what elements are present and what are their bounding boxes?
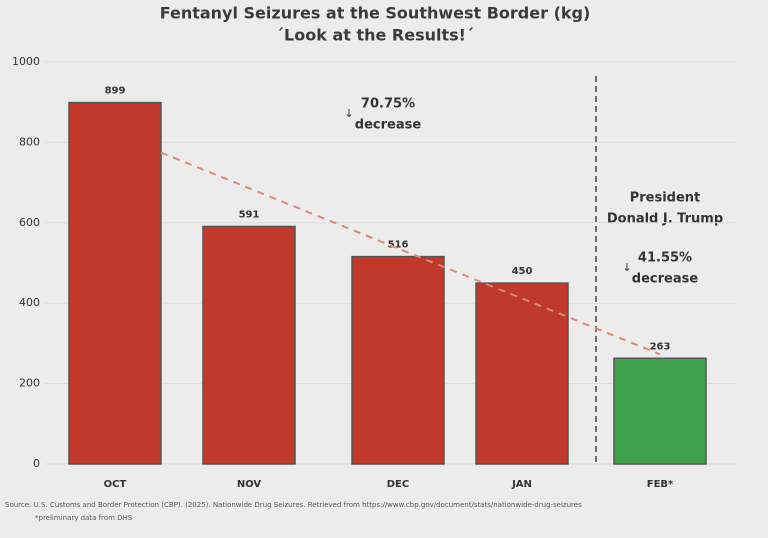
source: Source: U.S. Customs and Border Protecti… (5, 501, 582, 509)
y-tick-label: 800 (19, 135, 40, 148)
x-tick-label: NOV (237, 479, 262, 490)
trend-line (160, 151, 661, 356)
annotation: President (630, 191, 701, 206)
y-tick-label: 200 (19, 377, 40, 390)
chart-subtitle: ´Look at the Results!´ (276, 26, 474, 45)
value-label: 263 (650, 341, 671, 352)
footnote: *preliminary data from DHS (35, 514, 133, 522)
arrow: ↓ (344, 107, 353, 120)
value-label: 450 (512, 266, 533, 277)
arrow: ↓ (622, 261, 631, 274)
bar (613, 357, 707, 465)
x-tick-label: FEB* (647, 479, 674, 490)
y-tick-label: 400 (19, 296, 40, 309)
x-tick-label: DEC (387, 479, 409, 490)
annotation: decrease (632, 272, 699, 287)
bar (475, 282, 569, 465)
chart-title: Fentanyl Seizures at the Southwest Borde… (160, 4, 591, 23)
x-tick-label: JAN (511, 479, 532, 490)
bar (351, 255, 445, 465)
value-label: 516 (388, 240, 409, 251)
bar (202, 225, 296, 465)
y-tick-label: 600 (19, 216, 40, 229)
annotation: 70.75% (361, 97, 415, 112)
bar (68, 101, 162, 465)
y-tick-label: 1000 (12, 55, 40, 68)
x-tick-label: OCT (104, 479, 127, 490)
annotation: 41.55% (638, 251, 692, 266)
value-label: 899 (105, 86, 126, 97)
annotation: Donald J. Trump (607, 212, 723, 227)
annotation: decrease (355, 118, 422, 133)
y-tick-label: 0 (33, 457, 40, 470)
value-label: 591 (239, 209, 260, 220)
